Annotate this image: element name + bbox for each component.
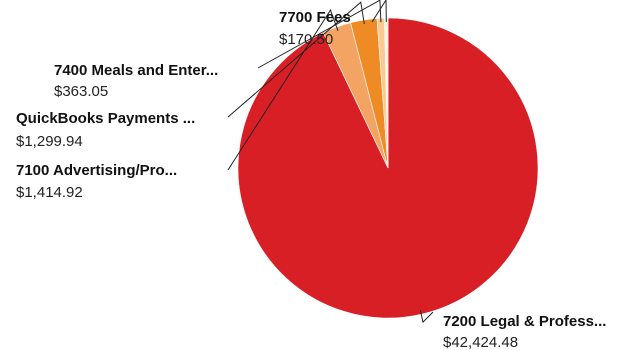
slice-value-fees: $170.50	[279, 31, 333, 48]
slice-value-meals: $363.05	[54, 83, 108, 100]
slice-label-meals: 7400 Meals and Enter...	[54, 62, 218, 79]
slice-label-quickbooks: QuickBooks Payments ...	[16, 110, 195, 127]
pie-slices	[237, 17, 539, 319]
slice-label-fees: 7700 Fees	[279, 9, 351, 26]
slice-label-legal: 7200 Legal & Profess...	[443, 313, 606, 330]
label-quickbooks[interactable]: QuickBooks Payments ... $1,299.94	[16, 110, 195, 150]
leader-line-quickbooks	[227, 1, 365, 118]
leader-lines	[227, 0, 434, 324]
slice-value-advertising: $1,414.92	[16, 184, 83, 201]
slice-label-advertising: 7100 Advertising/Pro...	[16, 162, 177, 179]
leader-line-meals	[257, 0, 382, 69]
leader-line-fees	[371, 0, 387, 23]
label-advertising[interactable]: 7100 Advertising/Pro... $1,414.92	[16, 162, 177, 201]
label-fees[interactable]: 7700 Fees $170.50	[279, 9, 351, 48]
label-legal[interactable]: 7200 Legal & Profess... $42,424.48	[443, 313, 606, 350]
leader-line-legal	[419, 310, 434, 324]
label-meals[interactable]: 7400 Meals and Enter... $363.05	[54, 62, 218, 100]
slice-value-legal: $42,424.48	[443, 334, 518, 350]
slice-value-quickbooks: $1,299.94	[16, 133, 83, 150]
